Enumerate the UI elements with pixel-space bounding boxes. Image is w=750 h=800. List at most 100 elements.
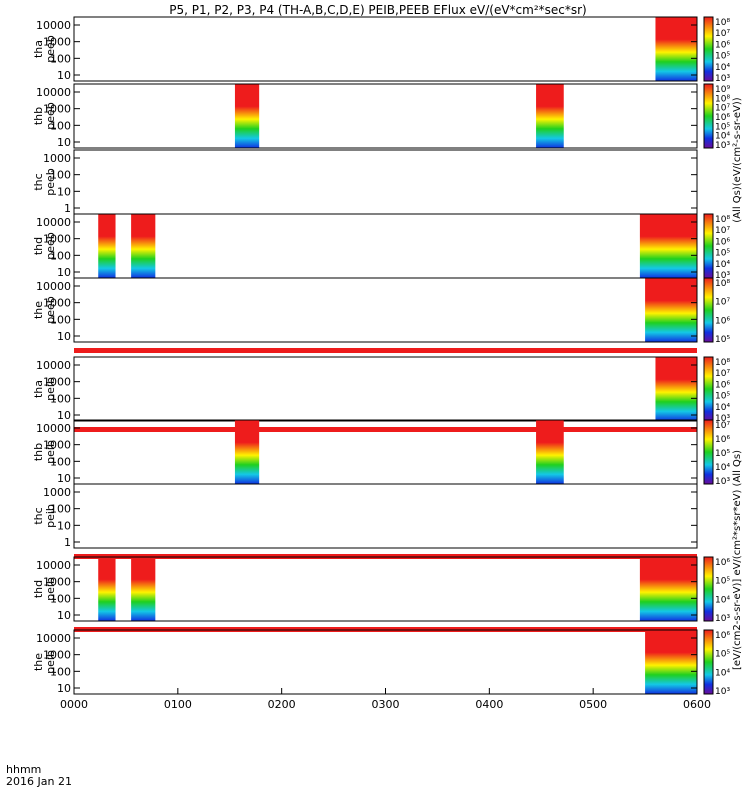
y-tick-label: 1000 [43, 439, 71, 452]
y-tick-label: 10 [57, 409, 71, 422]
panel-label: tha [32, 380, 45, 398]
y-tick-label: 10 [57, 136, 71, 149]
colorbar-tick-label: 10⁷ [715, 298, 730, 308]
colorbar-tick-label: 10⁴ [715, 260, 730, 270]
y-tick-label: 10 [57, 185, 71, 198]
colorbar-tick-label: 10³ [715, 687, 730, 697]
data-segment [655, 357, 697, 421]
colorbar-tick-label: 10³ [715, 614, 730, 624]
y-tick-label: 1000 [43, 486, 71, 499]
colorbar [703, 419, 714, 485]
panel-thc-peib: 1000 100 10 1 thc peib [32, 483, 698, 559]
panel-label: peeb [44, 232, 57, 260]
y-tick-label: 1000 [43, 103, 71, 116]
y-tick-label: 100 [50, 392, 71, 405]
y-tick-label: 100 [50, 313, 71, 326]
y-tick-label: 10 [57, 330, 71, 343]
colorbar-tick-label: 10⁵ [715, 449, 730, 459]
data-segment [645, 278, 697, 342]
x-tick-label: 0200 [268, 698, 296, 711]
data-segment [98, 557, 116, 621]
data-segment [536, 84, 564, 148]
colorbar [703, 356, 714, 422]
colorbar-unit-label-top: (All Qs)(eV/(cm²-s-sr-eV)) [732, 97, 743, 222]
data-segment [234, 420, 260, 484]
colorbar-unit-label-bottom: [eV/(cm2-s-sr-eV)] eV/(cm²*s*sr*eV) (All… [732, 450, 743, 670]
panel-label: thc [32, 173, 45, 190]
colorbar [703, 16, 714, 82]
panel-label: thb [32, 107, 45, 125]
x-tick-label: 0000 [60, 698, 88, 711]
colorbar-tick-label: 10⁵ [715, 650, 730, 660]
y-tick-label: 1000 [43, 576, 71, 589]
panel-frame [73, 356, 698, 422]
colorbar-tick-label: 10⁵ [715, 52, 730, 62]
colorbar [703, 629, 714, 695]
colorbar-tick-label: 10⁶ [715, 316, 730, 326]
y-tick-label: 10 [57, 609, 71, 622]
y-tick-label: 1 [64, 202, 71, 215]
colorbar-tick-label: 10⁴ [715, 403, 730, 413]
panel-the-peib: 10000 1000 100 10 the peib 10⁶ 10⁵ 10⁴ 10³ [32, 629, 730, 697]
colorbar-tick-label: 10⁵ [715, 335, 730, 345]
colorbar-tick-label: 10³ [715, 74, 730, 84]
colorbar-tick-label: 10⁸ [715, 358, 730, 368]
x-tick-label: 0300 [372, 698, 400, 711]
y-tick-label: 100 [50, 503, 71, 516]
panel-label: peib [44, 577, 57, 601]
panel-frame [73, 277, 698, 343]
colorbar-tick-label: 10⁶ [715, 558, 730, 568]
data-segment [98, 214, 116, 278]
y-tick-label: 10000 [36, 422, 71, 435]
data-segment [655, 17, 697, 81]
panel-frame [73, 149, 698, 215]
colorbar [703, 277, 714, 343]
y-tick-label: 100 [50, 52, 71, 65]
x-axis-label: hhmm [6, 763, 41, 776]
colorbar-tick-label: 10⁴ [715, 132, 730, 142]
y-tick-label: 10000 [36, 19, 71, 32]
colorbar-tick-label: 10⁷ [715, 104, 730, 114]
y-tick-label: 100 [50, 665, 71, 678]
panel-frame [73, 483, 698, 549]
panel-label: thd [32, 237, 45, 255]
colorbar-tick-label: 10⁸ [715, 279, 730, 289]
colorbar-tick-label: 10⁷ [715, 421, 730, 431]
panel-label: thd [32, 580, 45, 598]
y-tick-label: 10000 [36, 280, 71, 293]
colorbar [703, 83, 714, 149]
colorbar-tick-label: 10⁶ [715, 113, 730, 123]
data-segment [639, 214, 697, 278]
colorbar-tick-label: 10⁷ [715, 29, 730, 39]
data-segment [645, 630, 697, 694]
y-tick-label: 10 [57, 472, 71, 485]
quality-flag-bar [74, 348, 697, 353]
y-tick-label: 1 [64, 536, 71, 549]
panel-label: peib [44, 377, 57, 401]
y-tick-label: 10000 [36, 559, 71, 572]
colorbar [703, 556, 714, 622]
y-tick-label: 10000 [36, 359, 71, 372]
panel-frame [73, 213, 698, 279]
y-tick-label: 10000 [36, 86, 71, 99]
colorbar-tick-label: 10⁵ [715, 392, 730, 402]
data-segment [234, 84, 260, 148]
y-tick-label: 10 [57, 69, 71, 82]
x-axis: 0000 0100 0200 0300 0400 0500 0600 [60, 688, 711, 711]
y-tick-label: 10000 [36, 632, 71, 645]
panel-frame [73, 629, 698, 695]
colorbar-tick-label: 10⁹ [715, 85, 730, 95]
panel-frame [73, 556, 698, 622]
data-segment [536, 420, 564, 484]
panel-the-peeb: 10000 1000 100 10 the peeb 10⁸ 10⁷ 10⁶ 10⁵ [32, 277, 730, 353]
colorbar-tick-label: 10³ [715, 477, 730, 487]
colorbar-tick-label: 10⁴ [715, 595, 730, 605]
panel-thc-peeb: 1000 100 10 1 thc peeb [32, 149, 698, 215]
y-tick-label: 100 [50, 455, 71, 468]
panel-label: peeb [44, 102, 57, 130]
colorbar-tick-label: 10⁶ [715, 435, 730, 445]
y-tick-label: 1000 [43, 152, 71, 165]
panel-label: peeb [44, 296, 57, 324]
